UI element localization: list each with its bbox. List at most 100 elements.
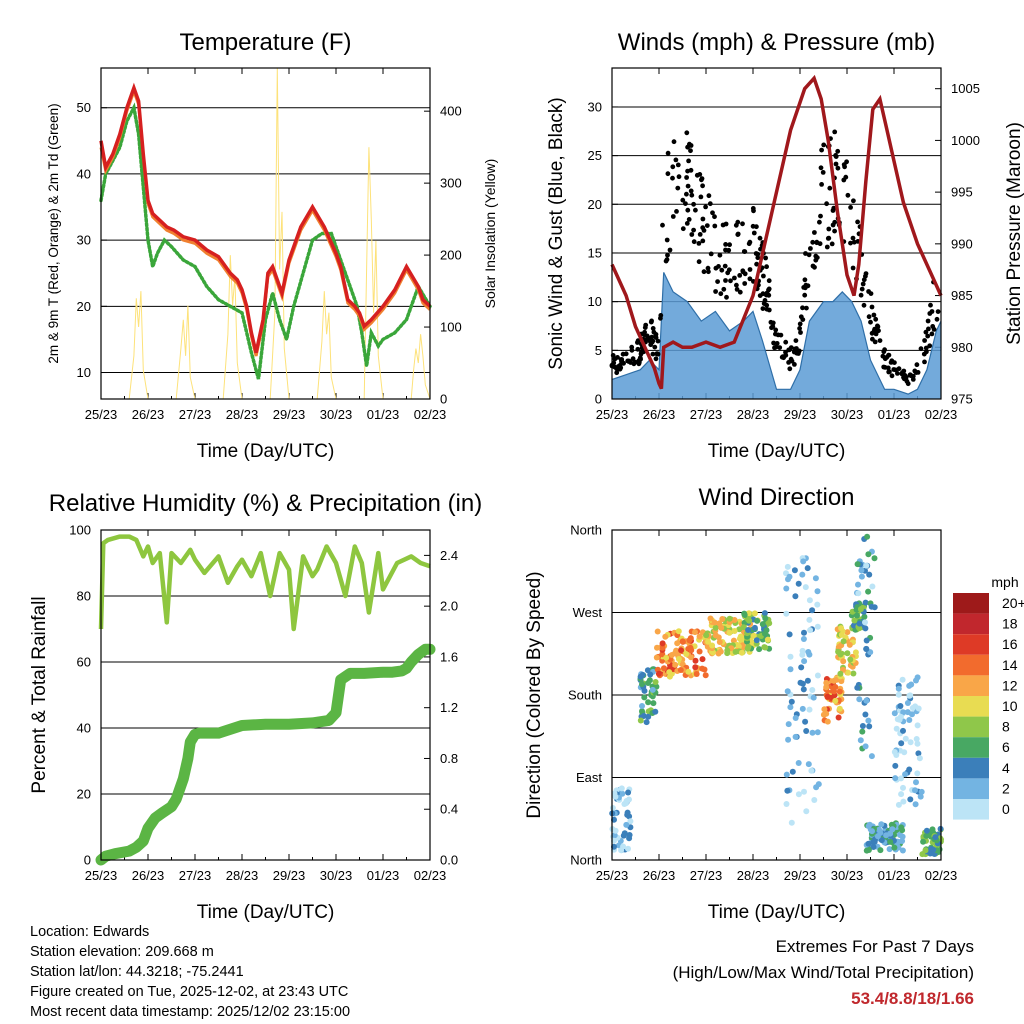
direction-point [820, 711, 827, 718]
panel1-y2tick-label: 0 [440, 392, 447, 407]
direction-point [909, 711, 915, 718]
direction-point [800, 636, 807, 642]
direction-point [865, 840, 872, 847]
panel1-xtick-label: 30/23 [320, 407, 353, 422]
gust-point [684, 175, 689, 180]
direction-point [878, 837, 885, 844]
panel3-title: Relative Humidity (%) & Precipitation (i… [49, 490, 482, 517]
panel2-xlabel: Time (Day/UTC) [708, 441, 846, 462]
colorbar-swatch [953, 737, 989, 758]
direction-point [641, 687, 648, 694]
gust-point [877, 338, 883, 343]
gust-point [926, 326, 931, 332]
direction-point [844, 650, 851, 657]
direction-point [806, 616, 813, 623]
direction-point [738, 649, 745, 656]
gust-point [631, 361, 637, 367]
direction-point [803, 808, 810, 815]
direction-point [863, 646, 870, 652]
gust-point [635, 346, 641, 352]
gust-point [814, 239, 820, 245]
gust-point [783, 339, 789, 345]
panel4-title: Wind Direction [698, 484, 854, 511]
panel3-xtick-label: 27/23 [179, 868, 212, 883]
direction-point [836, 688, 843, 695]
panel2-xtick-label: 27/23 [690, 407, 723, 422]
direction-point [791, 567, 798, 574]
panel3-y2tick-label: 1.6 [440, 649, 458, 664]
gust-point [764, 302, 770, 308]
direction-point [823, 684, 830, 691]
gust-point [760, 306, 766, 311]
panel3-ytick-label: 80 [77, 589, 91, 604]
gust-point [763, 255, 768, 261]
gust-point [930, 324, 936, 329]
direction-point [886, 846, 893, 853]
direction-point [831, 688, 838, 695]
colorbar-swatch [953, 654, 989, 676]
gust-point [913, 370, 919, 375]
gust-point [683, 201, 688, 207]
panel4-xtick-label: 26/23 [643, 868, 676, 883]
gust-point [875, 323, 880, 329]
panel1-y2tick-label: 400 [440, 104, 462, 119]
panel1-xtick-label: 29/23 [273, 407, 306, 422]
panel3-xlabel: Time (Day/UTC) [197, 902, 335, 923]
direction-point [920, 838, 927, 845]
gust-point [845, 192, 851, 198]
direction-point [789, 768, 796, 775]
gust-point [665, 252, 670, 258]
direction-point [835, 648, 842, 655]
gust-point [871, 312, 877, 318]
direction-point [866, 723, 873, 730]
direction-point [715, 650, 722, 657]
colorbar-label: 6 [1002, 739, 1010, 755]
direction-point [861, 613, 868, 620]
direction-point [898, 775, 904, 782]
gust-point [858, 292, 864, 298]
direction-point [857, 737, 864, 744]
gust-point [680, 197, 686, 203]
direction-point [914, 722, 921, 729]
direction-point [846, 641, 853, 648]
gust-point [693, 207, 698, 213]
panel3-xtick-label: 01/23 [367, 868, 400, 883]
gust-point [747, 267, 753, 272]
direction-point [639, 703, 645, 709]
panel2-y2tick-label: 995 [951, 185, 973, 200]
direction-point [785, 736, 792, 743]
location-text: Location: Edwards [30, 924, 150, 940]
direction-point [870, 844, 877, 850]
gust-point [687, 141, 692, 147]
direction-point [906, 717, 913, 723]
panel3-xtick-label: 26/23 [132, 868, 165, 883]
direction-point [640, 713, 647, 719]
direction-point [784, 688, 791, 695]
gust-point [742, 281, 748, 286]
panel2-ylabel: Sonic Wind & Gust (Blue, Black) [546, 97, 567, 369]
gust-point [766, 292, 772, 298]
direction-point [907, 739, 914, 746]
direction-point [923, 827, 930, 834]
panel3-ytick-label: 40 [77, 721, 91, 736]
panel1-xtick-label: 01/23 [367, 407, 400, 422]
direction-point [869, 583, 876, 590]
panel1-xtick-label: 25/23 [85, 407, 118, 422]
gust-point [712, 214, 717, 220]
direction-point [763, 627, 770, 634]
gust-point [863, 273, 868, 279]
gust-point [905, 381, 911, 387]
direction-point [902, 771, 909, 778]
colorbar-label: 14 [1002, 657, 1018, 673]
gust-point [680, 226, 686, 232]
gust-point [648, 319, 654, 325]
gust-point [787, 366, 793, 372]
direction-point [907, 796, 914, 803]
panel3-y2tick-label: 0.8 [440, 751, 458, 766]
colorbar-swatch [953, 799, 989, 820]
gust-point [688, 167, 694, 173]
panel1-border [100, 67, 431, 400]
gust-point [921, 351, 927, 357]
gust-point [798, 330, 803, 335]
gust-point [691, 227, 696, 233]
